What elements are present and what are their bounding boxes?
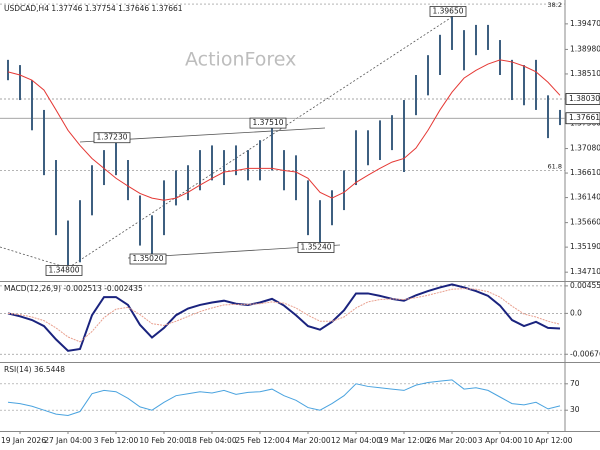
- price-marker-label: 1.35020: [132, 254, 163, 263]
- moving-average: [7, 59, 561, 201]
- y-tick-label: 1.35660: [570, 218, 600, 227]
- x-tick-label: 4 Mar 20:00: [285, 436, 331, 445]
- price-marker-box: [129, 253, 167, 265]
- panel-title: MACD(12,26,9) -0.002513 -0.002435: [4, 284, 143, 293]
- x-tick-label: 10 Feb 20:00: [139, 436, 188, 445]
- y-tick-label: 1.36140: [570, 193, 600, 202]
- y-tick-label: 1.34710: [570, 267, 600, 276]
- x-tick-label: 26 Mar 20:00: [427, 436, 477, 445]
- price-marker-label: 1.37510: [252, 118, 283, 127]
- x-tick-label: 19 Jan 2026: [1, 436, 46, 445]
- price-marker-label: 1.39650: [432, 6, 463, 15]
- watermark: ActionForex: [185, 49, 296, 71]
- x-tick-label: 12 Mar 04:00: [331, 436, 381, 445]
- x-tick-label: 3 Feb 12:00: [94, 436, 139, 445]
- level-label: 1.37661: [569, 113, 600, 122]
- x-tick-label: 19 Mar 12:00: [379, 436, 429, 445]
- price-marker-label: 1.37230: [96, 133, 127, 142]
- x-tick-label: 25 Feb 12:00: [235, 436, 284, 445]
- y-tick-label: 1.38980: [570, 44, 600, 53]
- price-marker-box: [45, 265, 83, 276]
- indicator-line: [7, 288, 561, 343]
- level-box: [565, 112, 600, 125]
- indicator-line: [7, 379, 561, 416]
- y-tick-label: 0.0: [570, 308, 582, 317]
- x-tick-label: 3 Apr 04:00: [478, 436, 522, 445]
- panel-title: RSI(14) 36.5448: [4, 365, 65, 374]
- price-marker-box: [93, 132, 131, 144]
- y-tick-label: -0.006764: [570, 349, 600, 358]
- y-tick-label: 70: [570, 379, 580, 388]
- level-box: [565, 93, 600, 105]
- price-marker-box: [429, 6, 467, 17]
- fib-label: 61.8: [548, 162, 562, 170]
- y-tick-label: 1.36610: [570, 168, 600, 177]
- level-label: 1.38030: [569, 94, 600, 103]
- x-tick-label: 18 Feb 04:00: [187, 436, 236, 445]
- x-tick-label: 27 Jan 04:00: [44, 436, 92, 445]
- price-marker-box: [249, 117, 287, 129]
- price-marker-label: 1.34800: [48, 265, 79, 274]
- y-tick-label: 1.35190: [570, 242, 600, 251]
- fib-label: 38.2: [548, 1, 562, 9]
- y-tick-label: 1.38510: [570, 69, 600, 78]
- panel-title: USDCAD,H4 1.37746 1.37754 1.37646 1.3766…: [4, 4, 183, 13]
- y-tick-label: 30: [570, 405, 580, 414]
- y-tick-label: 0.004552: [570, 281, 600, 290]
- x-tick-label: 10 Apr 12:00: [524, 436, 573, 445]
- y-tick-label: 1.39470: [570, 19, 600, 28]
- price-marker-label: 1.35240: [300, 243, 331, 252]
- price-marker-box: [297, 242, 335, 253]
- y-tick-label: 1.37080: [570, 144, 600, 153]
